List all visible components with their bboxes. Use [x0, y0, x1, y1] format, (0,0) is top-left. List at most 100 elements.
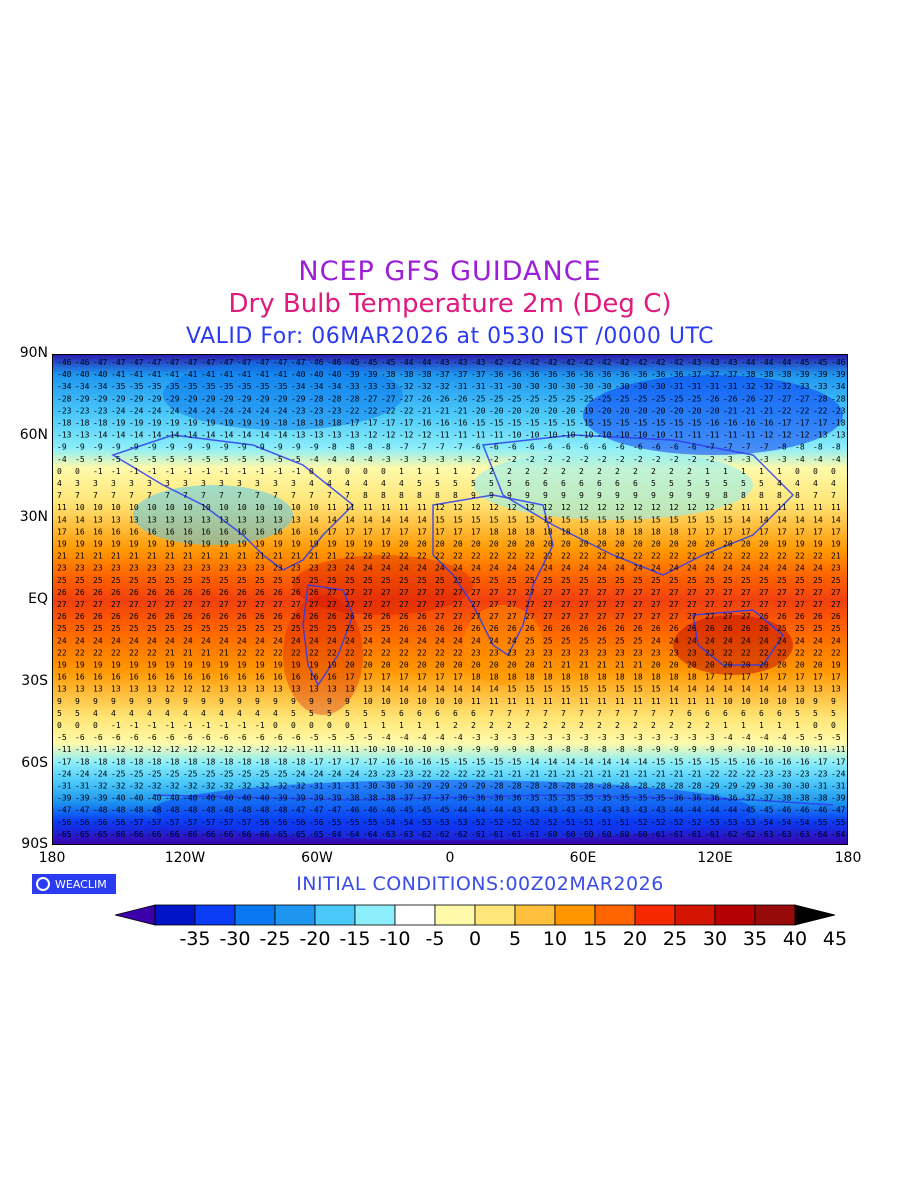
svg-text:11: 11 — [597, 697, 607, 706]
svg-text:-30: -30 — [759, 782, 774, 791]
svg-text:8: 8 — [741, 491, 746, 500]
svg-text:-18: -18 — [255, 757, 270, 766]
svg-text:-54: -54 — [795, 818, 810, 827]
svg-text:27: 27 — [831, 588, 841, 597]
svg-text:11: 11 — [507, 697, 517, 706]
lat-label-60n: 60N — [19, 427, 48, 443]
svg-text:-62: -62 — [435, 830, 450, 839]
svg-text:6: 6 — [687, 709, 692, 718]
svg-text:17: 17 — [453, 527, 463, 536]
svg-text:13: 13 — [255, 685, 265, 694]
svg-text:-25: -25 — [669, 394, 684, 403]
svg-text:-25: -25 — [147, 769, 162, 778]
svg-text:25: 25 — [453, 576, 463, 585]
svg-text:13: 13 — [237, 515, 247, 524]
svg-text:27: 27 — [633, 612, 643, 621]
svg-text:9: 9 — [615, 491, 620, 500]
svg-text:25: 25 — [741, 576, 751, 585]
svg-text:-32: -32 — [129, 782, 144, 791]
svg-text:-61: -61 — [669, 830, 684, 839]
svg-text:-28: -28 — [633, 782, 648, 791]
svg-text:26: 26 — [543, 624, 553, 633]
svg-text:-33: -33 — [363, 382, 378, 391]
svg-text:12: 12 — [183, 685, 193, 694]
svg-text:1: 1 — [759, 721, 764, 730]
svg-text:26: 26 — [327, 612, 337, 621]
svg-text:27: 27 — [705, 588, 715, 597]
svg-text:2: 2 — [453, 721, 458, 730]
svg-text:-16: -16 — [381, 757, 396, 766]
svg-text:19: 19 — [309, 540, 319, 549]
svg-text:-43: -43 — [471, 358, 486, 367]
svg-text:12: 12 — [579, 503, 589, 512]
svg-text:-4: -4 — [795, 455, 805, 464]
svg-text:22: 22 — [813, 648, 823, 657]
lat-label-90s: 90S — [21, 836, 48, 852]
svg-text:1: 1 — [723, 467, 728, 476]
svg-text:-29: -29 — [453, 782, 468, 791]
svg-text:17: 17 — [705, 673, 715, 682]
svg-text:18: 18 — [669, 527, 679, 536]
svg-text:-14: -14 — [183, 431, 198, 440]
svg-text:-2: -2 — [543, 455, 553, 464]
svg-text:2: 2 — [525, 721, 530, 730]
svg-text:-3: -3 — [777, 455, 787, 464]
colorbar-tick-label: 0 — [468, 928, 482, 950]
svg-text:-13: -13 — [291, 431, 306, 440]
svg-text:17: 17 — [399, 673, 409, 682]
svg-text:-31: -31 — [723, 382, 738, 391]
svg-text:-6: -6 — [93, 733, 103, 742]
svg-text:-37: -37 — [471, 370, 486, 379]
svg-text:26: 26 — [723, 624, 733, 633]
svg-text:26: 26 — [813, 612, 823, 621]
svg-text:3: 3 — [129, 479, 134, 488]
svg-text:-29: -29 — [75, 394, 90, 403]
svg-text:1: 1 — [453, 467, 458, 476]
svg-text:27: 27 — [327, 588, 337, 597]
svg-text:-12: -12 — [237, 745, 252, 754]
svg-text:13: 13 — [93, 515, 103, 524]
svg-text:-8: -8 — [831, 443, 841, 452]
svg-text:-35: -35 — [129, 382, 144, 391]
svg-text:12: 12 — [453, 503, 463, 512]
svg-text:10: 10 — [777, 697, 787, 706]
svg-text:1: 1 — [777, 721, 782, 730]
svg-text:1: 1 — [777, 467, 782, 476]
svg-text:25: 25 — [57, 576, 67, 585]
svg-text:13: 13 — [219, 515, 229, 524]
svg-text:-35: -35 — [633, 794, 648, 803]
svg-text:22: 22 — [345, 552, 355, 561]
svg-text:19: 19 — [93, 540, 103, 549]
svg-text:-66: -66 — [147, 830, 162, 839]
svg-text:-52: -52 — [525, 818, 540, 827]
svg-text:24: 24 — [705, 636, 715, 645]
svg-text:25: 25 — [687, 576, 697, 585]
svg-text:24: 24 — [489, 564, 499, 573]
svg-text:22: 22 — [111, 648, 121, 657]
svg-text:22: 22 — [579, 552, 589, 561]
svg-text:-16: -16 — [453, 419, 468, 428]
svg-text:-46: -46 — [345, 806, 360, 815]
svg-text:-19: -19 — [219, 419, 234, 428]
svg-text:-10: -10 — [561, 431, 576, 440]
svg-text:-34: -34 — [327, 382, 342, 391]
svg-text:16: 16 — [201, 527, 211, 536]
svg-text:-52: -52 — [687, 818, 702, 827]
svg-text:-29: -29 — [741, 782, 756, 791]
svg-text:-6: -6 — [291, 733, 301, 742]
svg-text:4: 4 — [219, 709, 224, 718]
svg-text:-32: -32 — [255, 782, 270, 791]
svg-text:26: 26 — [291, 612, 301, 621]
weaclim-logo[interactable]: WEACLIM — [32, 874, 116, 894]
svg-text:20: 20 — [633, 540, 643, 549]
svg-text:-1: -1 — [129, 467, 139, 476]
svg-text:25: 25 — [579, 576, 589, 585]
svg-text:9: 9 — [543, 491, 548, 500]
svg-text:12: 12 — [489, 503, 499, 512]
svg-text:9: 9 — [183, 697, 188, 706]
svg-text:7: 7 — [93, 491, 98, 500]
svg-text:13: 13 — [183, 515, 193, 524]
svg-text:15: 15 — [597, 515, 607, 524]
svg-text:-23: -23 — [399, 769, 414, 778]
svg-text:-42: -42 — [543, 358, 558, 367]
